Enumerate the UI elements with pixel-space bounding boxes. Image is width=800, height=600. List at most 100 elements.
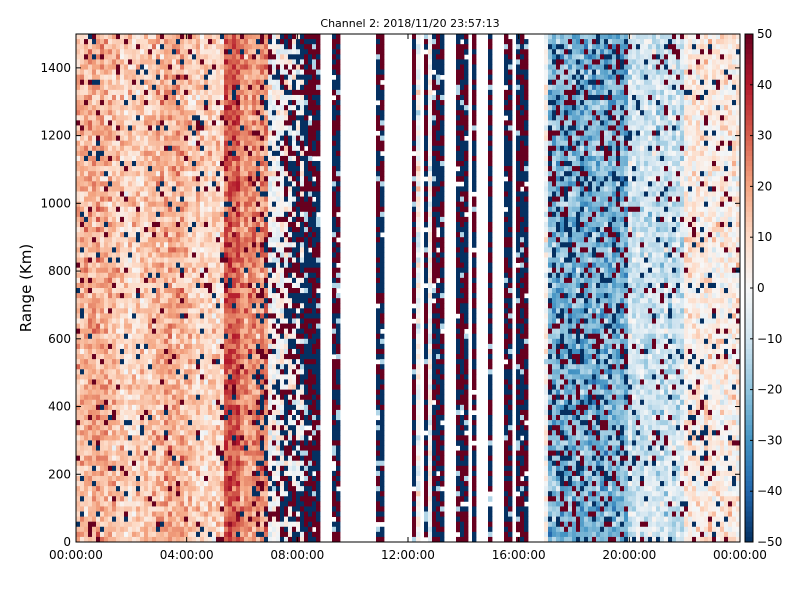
heatmap-cell <box>180 516 185 523</box>
heatmap-cell <box>108 89 113 96</box>
heatmap-cell <box>76 176 81 182</box>
heatmap-cell <box>96 496 101 502</box>
heatmap-cell <box>92 64 97 70</box>
heatmap-cell <box>168 440 173 446</box>
heatmap-cell <box>152 69 157 76</box>
heatmap-cell <box>204 206 209 213</box>
heatmap-cell <box>184 237 189 243</box>
heatmap-cell <box>248 374 253 380</box>
heatmap-cell <box>92 516 97 523</box>
heatmap-cell <box>132 89 137 96</box>
heatmap-cell <box>180 298 185 304</box>
heatmap-cell <box>104 333 109 340</box>
heatmap-cell <box>224 135 229 142</box>
heatmap-cell <box>220 247 225 253</box>
heatmap-cell <box>176 374 181 380</box>
heatmap-cell <box>212 348 217 355</box>
heatmap-cell <box>196 110 201 116</box>
heatmap-cell <box>244 94 249 101</box>
heatmap-cell <box>152 460 157 467</box>
heatmap-cell <box>88 135 93 142</box>
heatmap-cell <box>204 526 209 533</box>
heatmap-cell <box>120 415 125 421</box>
heatmap-cell <box>164 323 169 330</box>
heatmap-cell <box>144 516 149 523</box>
heatmap-cell <box>140 430 145 436</box>
heatmap-cell <box>232 140 237 147</box>
heatmap-cell <box>272 293 277 299</box>
heatmap-cell <box>168 166 173 172</box>
heatmap-cell <box>204 171 209 177</box>
heatmap-cell <box>212 232 217 238</box>
heatmap-cell <box>152 166 157 172</box>
heatmap-cell <box>252 74 257 81</box>
heatmap-cell <box>244 445 249 451</box>
heatmap-cell <box>152 445 157 451</box>
heatmap-cell <box>232 384 237 390</box>
heatmap-cell <box>264 348 269 355</box>
heatmap-cell <box>228 272 233 279</box>
heatmap-cell <box>156 262 161 269</box>
heatmap-cell <box>136 369 141 375</box>
heatmap-cell <box>132 211 137 218</box>
heatmap-cell <box>220 338 225 345</box>
heatmap-cell <box>196 252 201 258</box>
heatmap-cell <box>272 328 277 335</box>
heatmap-cell <box>112 384 117 390</box>
heatmap-cell <box>152 506 157 512</box>
heatmap-cell <box>272 59 277 65</box>
heatmap-cell <box>160 140 165 147</box>
heatmap-cell <box>144 49 149 55</box>
heatmap-cell <box>264 293 269 299</box>
heatmap-cell <box>160 521 165 528</box>
heatmap-cell <box>128 364 133 370</box>
heatmap-cell <box>152 130 157 136</box>
heatmap-cell <box>124 399 129 406</box>
heatmap-cell <box>252 216 257 223</box>
heatmap-cell <box>184 348 189 355</box>
heatmap-cell <box>168 89 173 96</box>
heatmap-cell <box>260 54 265 60</box>
heatmap-cell <box>152 140 157 147</box>
heatmap-cell <box>148 34 153 40</box>
heatmap-cell <box>180 232 185 238</box>
heatmap-cell <box>224 394 229 401</box>
heatmap-cell <box>96 486 101 492</box>
heatmap-cell <box>184 257 189 263</box>
heatmap-cell <box>200 272 205 279</box>
heatmap-cell <box>80 94 85 101</box>
heatmap-cell <box>212 379 217 385</box>
heatmap-cell <box>124 445 129 451</box>
heatmap-cell <box>80 216 85 223</box>
heatmap-cell <box>92 389 97 396</box>
heatmap-cell <box>272 384 277 390</box>
heatmap-cell <box>84 100 89 106</box>
heatmap-cell <box>164 39 169 45</box>
heatmap-cell <box>228 415 233 421</box>
heatmap-cell <box>192 74 197 81</box>
heatmap-cell <box>124 389 129 396</box>
heatmap-cell <box>76 34 81 40</box>
heatmap-cell <box>204 196 209 203</box>
heatmap-cell <box>120 450 125 457</box>
heatmap-cell <box>252 247 257 253</box>
heatmap-cell <box>88 34 93 40</box>
heatmap-cell <box>252 531 257 538</box>
heatmap-cell <box>240 430 245 436</box>
heatmap-cell <box>172 181 177 187</box>
heatmap-cell <box>128 216 133 223</box>
heatmap-cell <box>156 74 161 81</box>
heatmap-cell <box>116 475 121 482</box>
heatmap-cell <box>112 232 117 238</box>
heatmap-cell <box>80 39 85 45</box>
heatmap-cell <box>180 501 185 507</box>
heatmap-cell <box>80 313 85 319</box>
heatmap-cell <box>184 110 189 116</box>
heatmap-cell <box>80 120 85 126</box>
heatmap-cell <box>248 354 253 360</box>
heatmap-cell <box>252 409 257 416</box>
heatmap-cell <box>232 364 237 370</box>
heatmap-cell <box>184 313 189 319</box>
heatmap-cell <box>136 257 141 263</box>
heatmap-cell <box>104 293 109 299</box>
